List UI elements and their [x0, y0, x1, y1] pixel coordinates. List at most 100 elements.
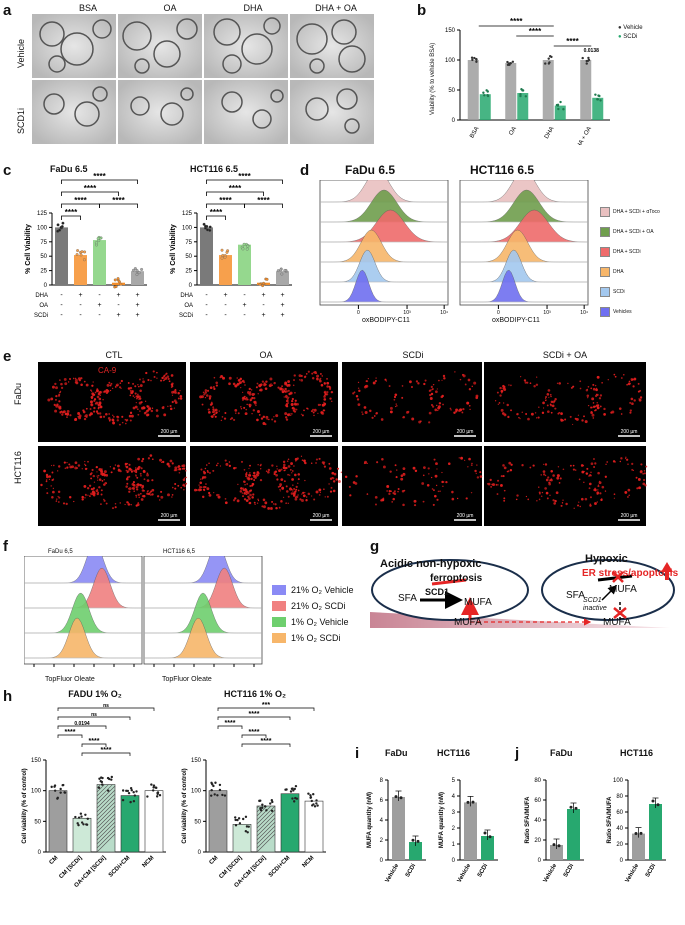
- data-point: [394, 795, 398, 799]
- y-tick-label: 80: [534, 778, 541, 784]
- ca9-signal: [381, 498, 385, 502]
- scale-bar-label: 200 µm: [621, 513, 638, 519]
- ca9-signal: [248, 477, 250, 479]
- ca9-signal: [412, 466, 416, 470]
- ca9-signal: [84, 493, 87, 496]
- ca9-signal: [235, 466, 237, 469]
- legend-item: DHA + SCDi + αToco: [600, 207, 685, 217]
- data-point: [585, 62, 588, 65]
- ca9-signal: [301, 493, 303, 495]
- ca9-signal: [81, 498, 84, 501]
- ca9-signal: [529, 466, 532, 469]
- sig-bracket: [61, 179, 138, 184]
- ca9-signal: [166, 462, 170, 466]
- ca9-signal: [264, 501, 268, 505]
- ca9-signal: [251, 389, 253, 391]
- ca9-signal: [297, 489, 300, 492]
- ca9-signal: [428, 411, 432, 415]
- ca9-signal: [198, 486, 202, 489]
- hypoxic-inhibition-bar: [597, 574, 633, 582]
- y-tick-label: 100: [191, 789, 202, 795]
- treatment-sign: +: [116, 292, 120, 299]
- ca9-signal: [214, 415, 217, 418]
- ca9-signal: [588, 475, 590, 477]
- ca9-signal: [625, 456, 627, 459]
- ca9-signal: [547, 389, 551, 392]
- ca9-signal: [85, 383, 89, 387]
- ca9-signal: [591, 406, 593, 409]
- data-point: [56, 223, 60, 227]
- ca9-signal: [242, 391, 244, 394]
- ca9-signal: [430, 403, 434, 407]
- data-point: [208, 225, 212, 229]
- data-point: [557, 107, 560, 111]
- panel-g-scd1-left: SCD1: [425, 587, 450, 597]
- ca9-signal: [135, 467, 137, 469]
- ca9-signal: [135, 475, 137, 477]
- ca9-signal: [170, 386, 173, 388]
- ca9-signal: [546, 497, 549, 500]
- ca9-signal: [552, 474, 555, 477]
- ca9-signal: [624, 491, 628, 494]
- ca9-signal: [140, 475, 142, 477]
- ca9-signal: [503, 489, 506, 492]
- ca9-signal: [108, 413, 111, 415]
- legend-swatch: [272, 633, 286, 643]
- panel-d-histograms: 0 10³ 10⁴ 0 10³ 10⁴: [319, 180, 589, 315]
- ca9-signal: [601, 382, 603, 384]
- data-point: [82, 823, 85, 826]
- ca9-signal: [259, 464, 262, 467]
- ca9-signal: [557, 466, 560, 468]
- ca9-signal: [235, 412, 237, 414]
- hatch-line: [96, 805, 116, 825]
- data-point: [101, 776, 104, 780]
- treatment-sign: -: [205, 302, 208, 309]
- sig-bracket: [217, 716, 291, 720]
- ca9-signal: [494, 400, 497, 402]
- data-point: [156, 792, 159, 796]
- ca9-signal: [290, 488, 293, 491]
- ca9-signal: [200, 468, 203, 471]
- data-point: [96, 237, 100, 241]
- ca9-signal: [62, 502, 66, 505]
- ca9-signal: [58, 496, 61, 499]
- ca9-signal: [268, 384, 272, 388]
- ca9-signal: [627, 463, 629, 465]
- viability-bar: [48, 790, 68, 853]
- ca9-signal: [99, 415, 103, 419]
- ca9-signal: [496, 391, 499, 394]
- data-point: [117, 280, 121, 284]
- bar-vehicle: [505, 63, 517, 120]
- ca9-signal: [441, 480, 444, 484]
- ca9-signal: [139, 483, 142, 487]
- ca9-signal: [352, 392, 355, 395]
- panel-j-title-fadu: FaDu: [550, 748, 573, 758]
- ca9-signal: [149, 408, 151, 411]
- y-tick-label: 0: [189, 283, 193, 289]
- data-point: [53, 784, 57, 787]
- data-point: [261, 806, 264, 809]
- data-point: [315, 802, 318, 805]
- ca9-signal: [430, 392, 434, 396]
- sig-label: ****: [229, 184, 242, 193]
- ca9-signal: [572, 423, 574, 426]
- treatment-row-label: SCDi: [34, 313, 48, 319]
- ca9-signal: [260, 417, 264, 420]
- panel-g-schematic: [370, 559, 675, 628]
- ca9-signal: [100, 493, 103, 496]
- ca9-signal: [116, 384, 119, 387]
- ca9-signal: [212, 385, 215, 389]
- ca9-signal: [254, 503, 256, 506]
- ca9-signal: [527, 498, 530, 501]
- ca9-signal: [441, 379, 443, 381]
- ca9-signal: [303, 459, 306, 463]
- scale-bar-label: 200 µm: [161, 429, 178, 435]
- ca9-signal: [598, 480, 601, 482]
- ca9-signal: [117, 464, 120, 468]
- ca9-signal: [547, 476, 550, 479]
- ca9-signal: [479, 475, 483, 478]
- ca9-signal: [163, 413, 167, 417]
- sig-bracket: [81, 743, 107, 747]
